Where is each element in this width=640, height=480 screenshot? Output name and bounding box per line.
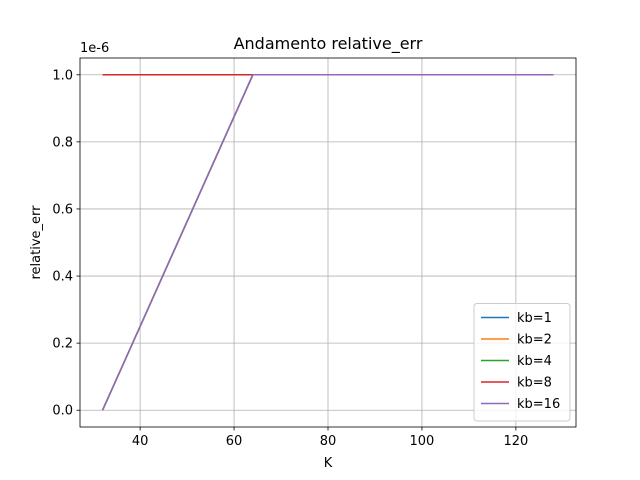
x-tick-label: 40 — [132, 434, 149, 449]
y-tick-label: 0.2 — [52, 337, 73, 352]
y-tick-label: 0.0 — [52, 404, 73, 419]
y-offset-text: 1e-6 — [80, 41, 109, 56]
legend-label: kb=4 — [517, 354, 552, 369]
y-tick-label: 0.4 — [52, 270, 73, 285]
x-axis-ticks: 40 60 80 100 120 — [132, 427, 528, 449]
x-tick-label: 120 — [503, 434, 528, 449]
series-line-kb-16 — [101, 74, 554, 411]
legend-label: kb=16 — [517, 397, 560, 412]
series-lines — [101, 74, 554, 411]
legend-label: kb=1 — [517, 311, 552, 326]
legend-box — [473, 303, 571, 422]
x-tick-label: 60 — [226, 434, 243, 449]
y-axis-label: relative_err — [29, 205, 44, 280]
legend-label: kb=2 — [517, 333, 552, 348]
y-tick-label: 0.6 — [52, 202, 73, 217]
chart-title: Andamento relative_err — [234, 34, 423, 54]
y-tick-label: 0.8 — [52, 135, 73, 150]
legend: kb=1 kb=2 kb=4 kb=8 kb=16 — [473, 303, 571, 422]
x-tick-label: 80 — [320, 434, 337, 449]
legend-label: kb=8 — [517, 376, 552, 391]
y-tick-label: 1.0 — [52, 68, 73, 83]
x-axis-label: K — [324, 456, 333, 471]
x-tick-label: 100 — [410, 434, 435, 449]
y-axis-ticks: 0.0 0.2 0.4 0.6 0.8 1.0 — [52, 68, 80, 419]
